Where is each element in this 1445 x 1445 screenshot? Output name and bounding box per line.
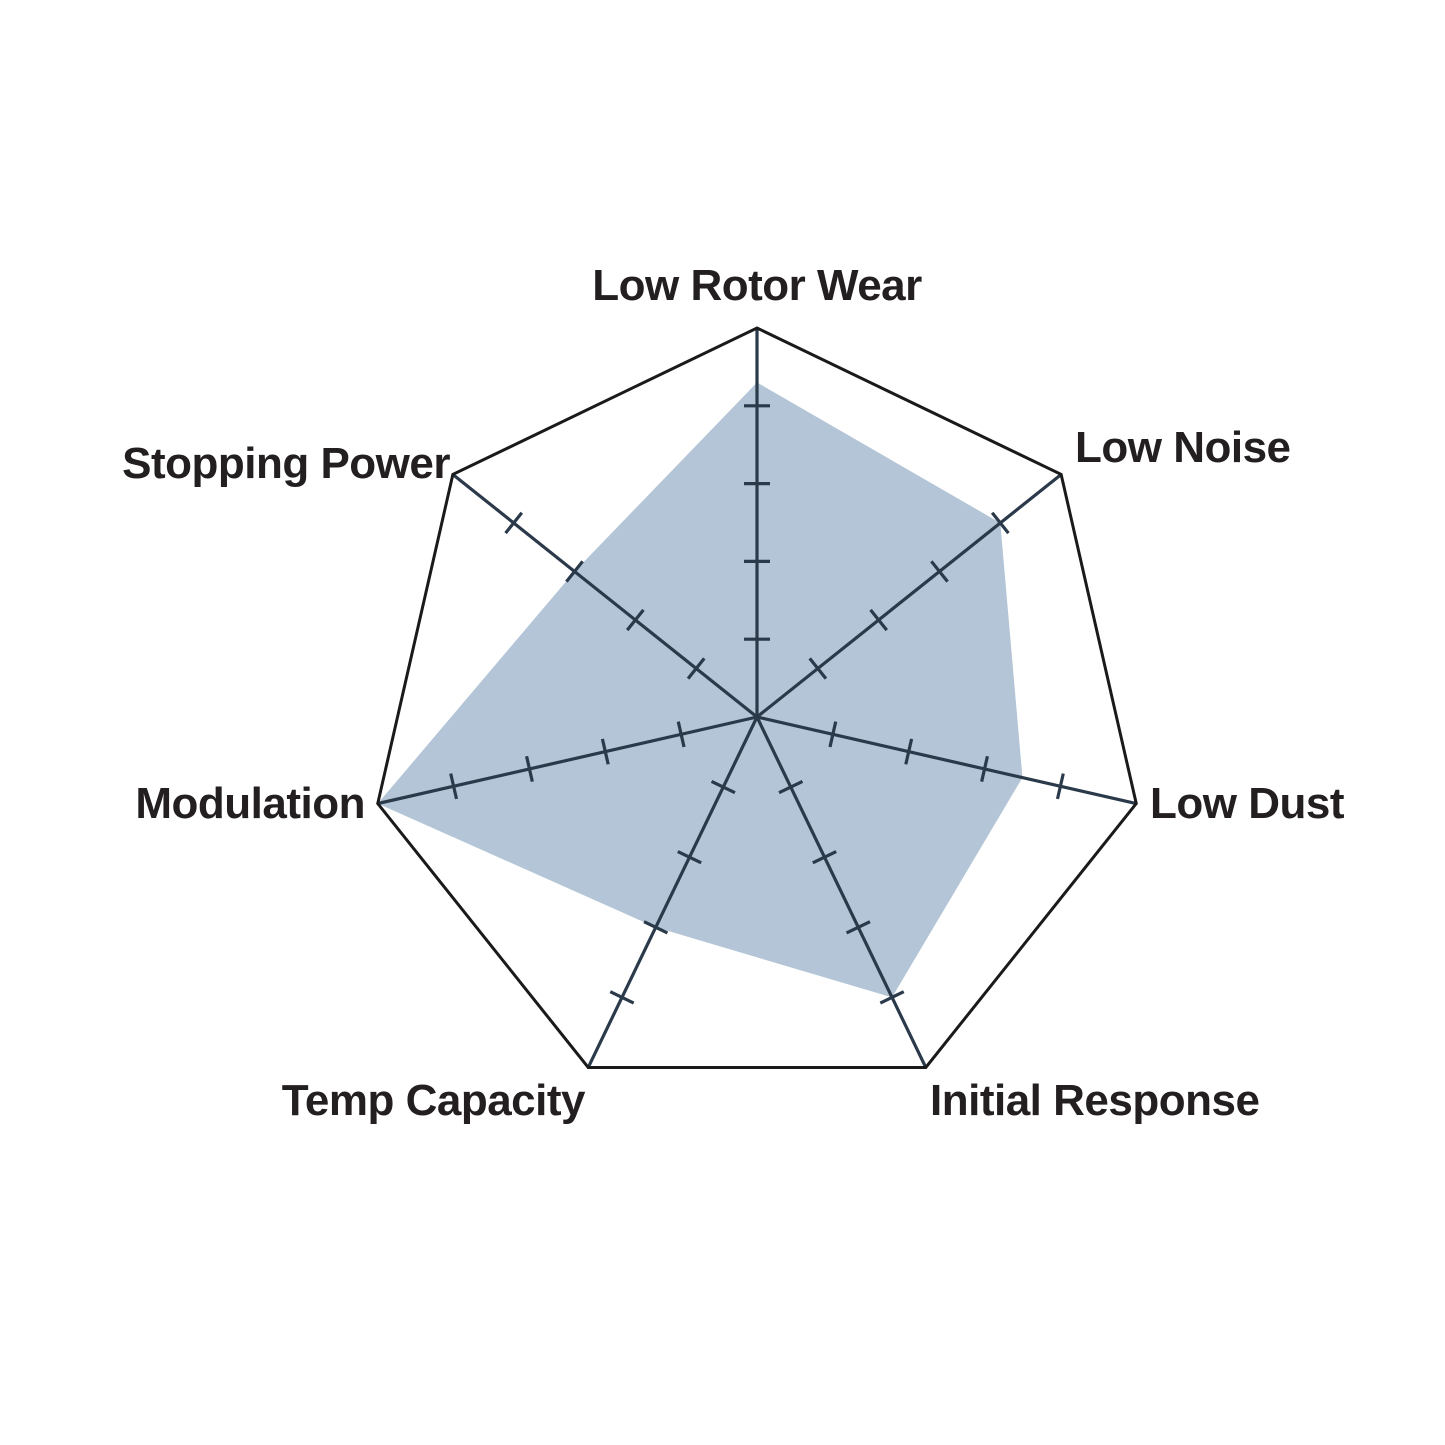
axis-tick-1-1 xyxy=(808,657,828,680)
axis-spoke-2 xyxy=(756,715,1137,806)
axis-tick-3-3 xyxy=(845,920,871,935)
axis-spoke-4 xyxy=(586,716,759,1069)
axis-tick-1-4 xyxy=(990,511,1010,535)
axis-spoke-1 xyxy=(756,473,1063,719)
axis-tick-6-2 xyxy=(625,608,645,632)
axis-labels-group: Low Rotor Wear Low Noise Low Dust Initia… xyxy=(122,261,1345,1125)
axis-tick-6-1 xyxy=(686,657,706,680)
axis-tick-1-3 xyxy=(930,560,949,583)
axis-tick-5-1 xyxy=(676,721,686,748)
axis-tick-3-1 xyxy=(778,780,804,795)
axis-spokes-group xyxy=(377,328,1137,1069)
axis-tick-2-2 xyxy=(904,738,914,765)
outer-boundary-polygon xyxy=(376,326,1138,1069)
axis-spoke-6 xyxy=(451,473,758,719)
axis-tick-2-1 xyxy=(828,721,838,748)
axis-label-low-dust: Low Dust xyxy=(1150,779,1345,828)
axis-tick-4-3 xyxy=(643,920,669,935)
axis-tick-5-3 xyxy=(525,755,534,782)
data-series-polygon xyxy=(377,382,1023,998)
axis-tick-4-2 xyxy=(677,850,702,865)
axis-tick-5-2 xyxy=(600,738,610,765)
axis-tick-4-1 xyxy=(710,780,736,795)
axis-label-low-noise: Low Noise xyxy=(1075,423,1291,472)
axis-tick-2-4 xyxy=(1055,773,1065,800)
axis-tick-1-2 xyxy=(869,608,889,632)
axis-tick-3-4 xyxy=(879,990,905,1005)
axis-tick-6-3 xyxy=(565,560,584,583)
axis-tick-6-4 xyxy=(504,511,524,535)
axis-label-low-rotor-wear: Low Rotor Wear xyxy=(592,261,922,310)
axis-label-temp-capacity: Temp Capacity xyxy=(282,1076,586,1125)
axis-label-initial-response: Initial Response xyxy=(930,1076,1259,1125)
axis-label-stopping-power: Stopping Power xyxy=(122,439,450,488)
axis-spoke-5 xyxy=(377,715,758,806)
axis-tick-2-3 xyxy=(980,755,989,782)
axis-tick-3-2 xyxy=(812,850,837,865)
axis-tick-5-4 xyxy=(449,773,459,800)
axis-spoke-3 xyxy=(755,716,928,1069)
axis-tick-4-4 xyxy=(609,990,635,1005)
axis-label-modulation: Modulation xyxy=(135,779,365,828)
